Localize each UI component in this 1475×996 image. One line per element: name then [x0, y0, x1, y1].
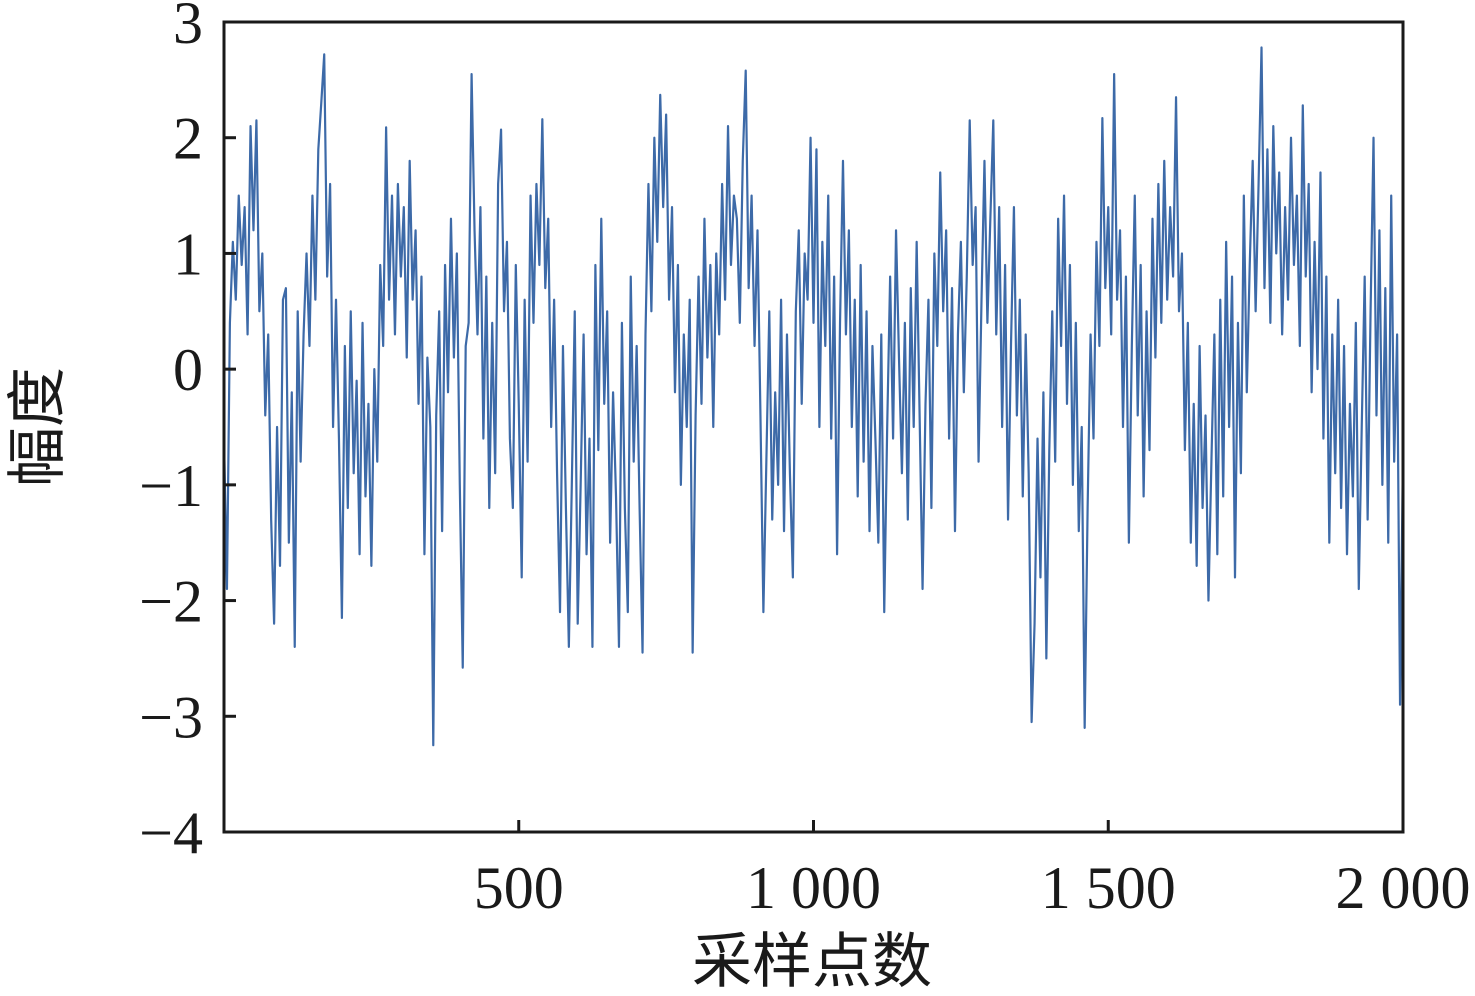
y-tick-label: −2: [139, 569, 203, 635]
tick-labels: 3 2 1 0 −1 −2 −3 −4 500 1 000 1 500 2 000: [139, 0, 1470, 921]
x-axis-title: 采样点数: [692, 927, 932, 996]
plot-frame: [222, 20, 1405, 834]
y-tick-label: −3: [139, 684, 203, 750]
x-tick-label: 2 000: [1336, 855, 1471, 921]
plot-area: [224, 46, 1403, 747]
axis-ticks: [224, 20, 1405, 834]
y-axis-title: 幅度: [3, 367, 73, 487]
y-tick-label: 2: [173, 106, 203, 172]
series-line: [224, 46, 1403, 747]
y-tick-label: −1: [139, 453, 203, 519]
x-tick-label: 1 500: [1041, 855, 1176, 921]
y-tick-label: 1: [173, 221, 203, 287]
x-tick-label: 1 000: [746, 855, 881, 921]
x-tick-label: 500: [474, 855, 564, 921]
y-tick-label: −4: [139, 800, 203, 866]
y-tick-label: 0: [173, 337, 203, 403]
y-tick-label: 3: [173, 0, 203, 56]
